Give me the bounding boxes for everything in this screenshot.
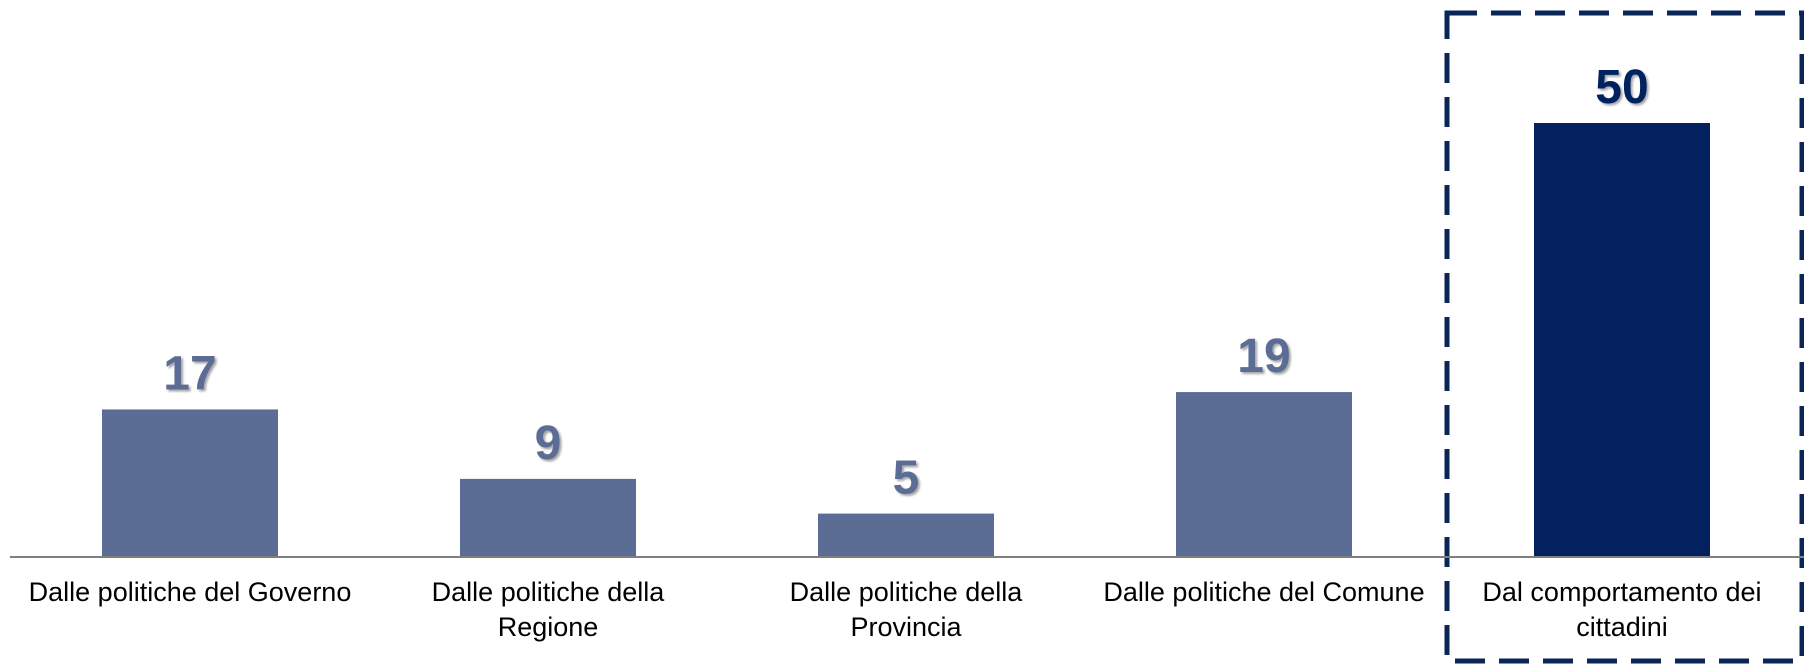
value-label-3: 19 [1237,330,1290,383]
bar-4 [1534,123,1710,557]
category-label-3: Dalle politiche del Comune [1103,577,1424,607]
bar-2 [818,513,994,557]
bar-3 [1176,392,1352,557]
value-label-1: 9 [535,417,562,470]
value-label-2: 5 [893,452,920,505]
highlight-frame [1444,10,1804,664]
bar-1 [460,478,636,557]
value-label-0: 17 [163,347,216,400]
category-label-0: Dalle politiche del Governo [29,577,352,607]
category-label-4: Dal comportamento dei cittadini [1482,577,1761,642]
category-label-2: Dalle politiche della Provincia [790,577,1024,642]
value-label-4: 50 [1595,61,1648,114]
category-label-1: Dalle politiche della Regione [432,577,666,642]
bar-0 [102,409,278,557]
